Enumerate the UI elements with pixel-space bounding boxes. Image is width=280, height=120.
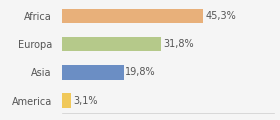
Text: 3,1%: 3,1% xyxy=(73,96,98,105)
Bar xyxy=(62,9,203,23)
Text: 45,3%: 45,3% xyxy=(205,11,236,21)
Bar xyxy=(62,93,71,108)
Text: 31,8%: 31,8% xyxy=(163,39,193,49)
Bar xyxy=(62,65,123,80)
Text: 19,8%: 19,8% xyxy=(125,67,156,77)
Bar xyxy=(62,37,161,51)
